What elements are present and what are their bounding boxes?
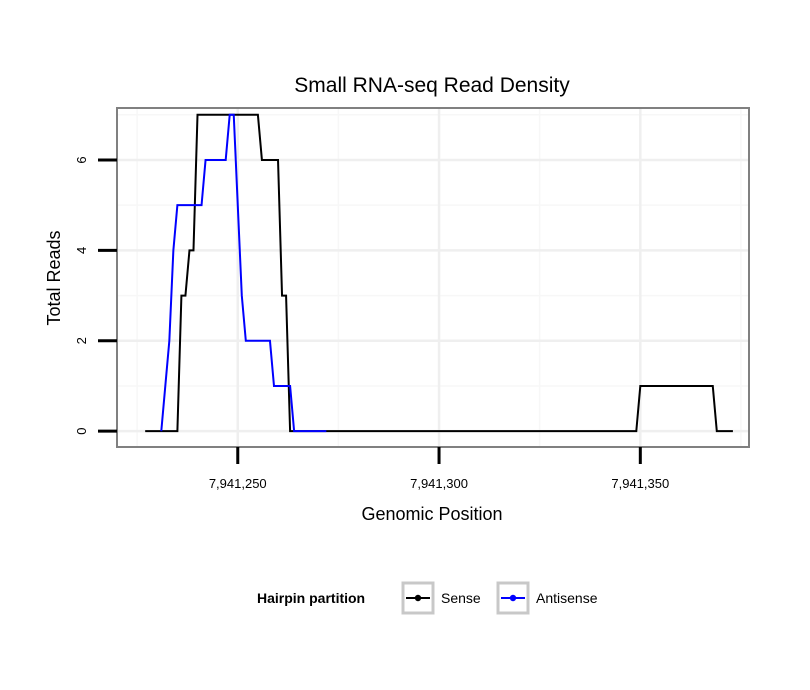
series-lines <box>145 113 733 433</box>
legend-title: Hairpin partition <box>257 590 365 606</box>
legend-key-antisense-point <box>509 594 517 602</box>
x-tick-label: 7,941,350 <box>611 476 669 491</box>
series-line-antisense <box>160 113 327 433</box>
y-axis-label: Total Reads <box>44 230 64 325</box>
legend: Hairpin partition Sense Antisense <box>257 581 598 615</box>
axes: 7,941,250 7,941,300 7,941,350 0 2 4 6 <box>74 156 669 491</box>
legend-label-sense: Sense <box>441 590 481 606</box>
y-tick-label: 4 <box>74 247 89 254</box>
x-axis-label: Genomic Position <box>361 504 502 524</box>
y-tick-label: 6 <box>74 156 89 163</box>
x-tick-label: 7,941,300 <box>410 476 468 491</box>
grid <box>117 108 749 447</box>
legend-label-antisense: Antisense <box>536 590 598 606</box>
plot-panel-border <box>116 107 750 448</box>
series-line-sense <box>145 113 733 433</box>
chart-title: Small RNA-seq Read Density <box>294 74 570 97</box>
y-tick-label: 0 <box>74 428 89 435</box>
x-tick-label: 7,941,250 <box>209 476 267 491</box>
legend-key-sense-point <box>414 594 422 602</box>
y-tick-label: 2 <box>74 337 89 344</box>
